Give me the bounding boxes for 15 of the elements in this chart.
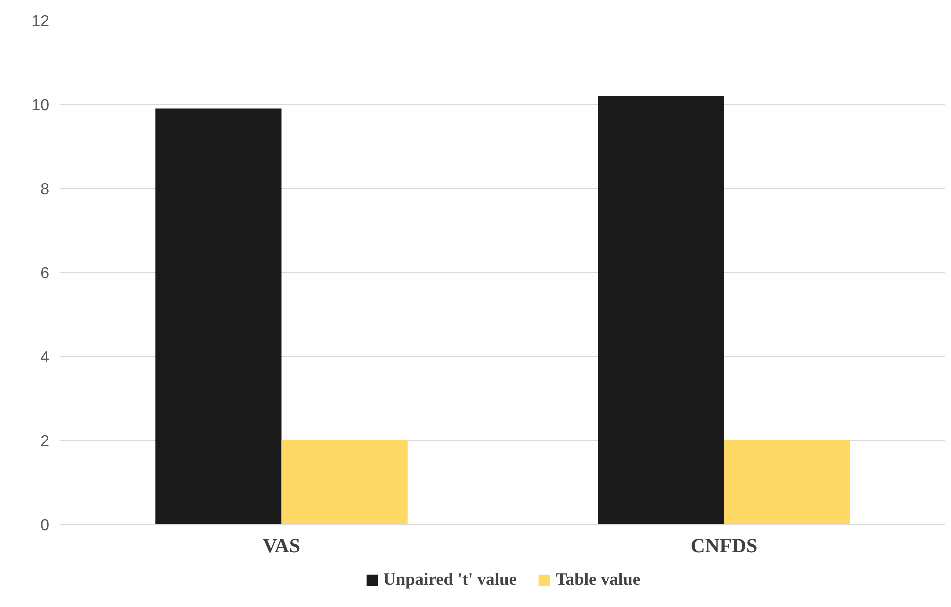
bar [724, 440, 850, 524]
y-tick-label: 10 [32, 98, 50, 114]
y-tick-label: 2 [40, 434, 50, 450]
legend-label: Table value [556, 570, 641, 590]
y-tick-label: 8 [40, 182, 50, 198]
bar [282, 440, 408, 524]
bar [156, 108, 282, 524]
y-tick-label: 6 [40, 266, 50, 282]
x-tick-label: CNFDS [690, 536, 758, 558]
bar [598, 96, 724, 524]
y-tick-label: 12 [32, 14, 50, 30]
x-tick-label: VAS [263, 536, 300, 558]
y-tick-label: 4 [40, 350, 50, 366]
legend-label: Unpaired 't' value [383, 570, 517, 590]
y-tick-label: 0 [40, 518, 50, 534]
